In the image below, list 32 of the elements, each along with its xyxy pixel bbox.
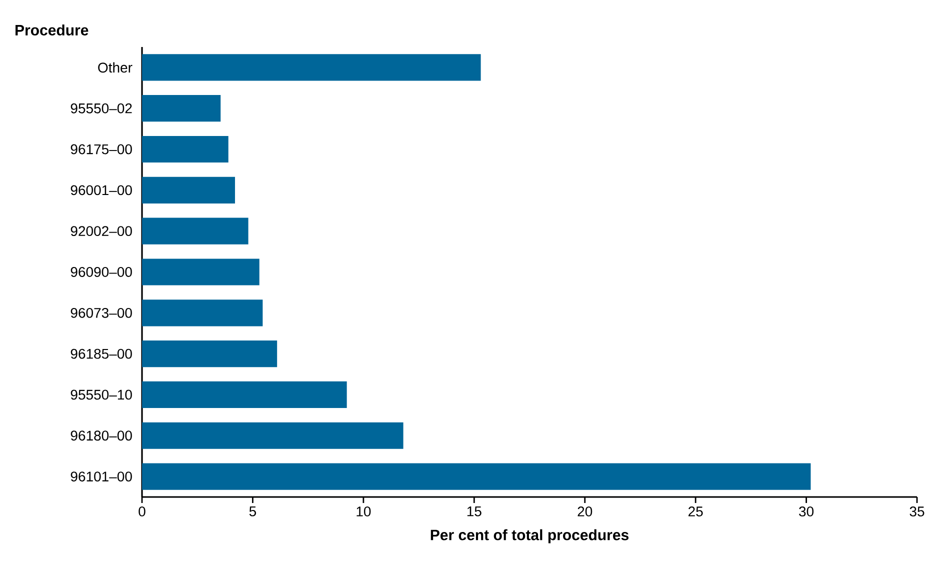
y-tick-label: Other (98, 62, 132, 73)
bar (142, 176, 236, 204)
x-tick-label: 0 (138, 506, 146, 516)
bar (142, 300, 263, 326)
bar (142, 54, 481, 81)
x-tick-label: 15 (467, 506, 482, 516)
bar (142, 381, 347, 408)
y-tick-label: 96001–00 (70, 185, 132, 196)
bar (142, 136, 228, 163)
y-tick-label: 96180–00 (70, 430, 132, 441)
x-tick-label: 20 (578, 506, 592, 516)
x-tick-label: 30 (799, 506, 814, 516)
y-tick-label: 96090–00 (70, 267, 132, 277)
y-tick-label: 96185–00 (70, 348, 132, 359)
x-tick-label: 5 (249, 506, 256, 516)
y-tick-label: 92002–00 (70, 226, 132, 236)
x-tick-label: 25 (688, 506, 703, 516)
bar (142, 463, 811, 490)
bar (142, 218, 248, 244)
y-axis-title: Procedure (16, 24, 88, 36)
bar (142, 422, 404, 449)
y-tick-label: 96101–00 (70, 472, 132, 482)
x-tick-label: 35 (910, 506, 924, 516)
bar (142, 258, 260, 286)
bar (142, 95, 221, 122)
x-axis-title: Per cent of total procedures (430, 529, 628, 544)
y-tick-label: 95550–02 (70, 103, 132, 114)
bar (142, 340, 278, 368)
y-tick-label: 95550–10 (70, 390, 132, 400)
x-tick-label: 10 (356, 506, 371, 516)
y-tick-label: 96073–00 (70, 308, 132, 318)
y-tick-label: 96175–00 (70, 144, 132, 154)
